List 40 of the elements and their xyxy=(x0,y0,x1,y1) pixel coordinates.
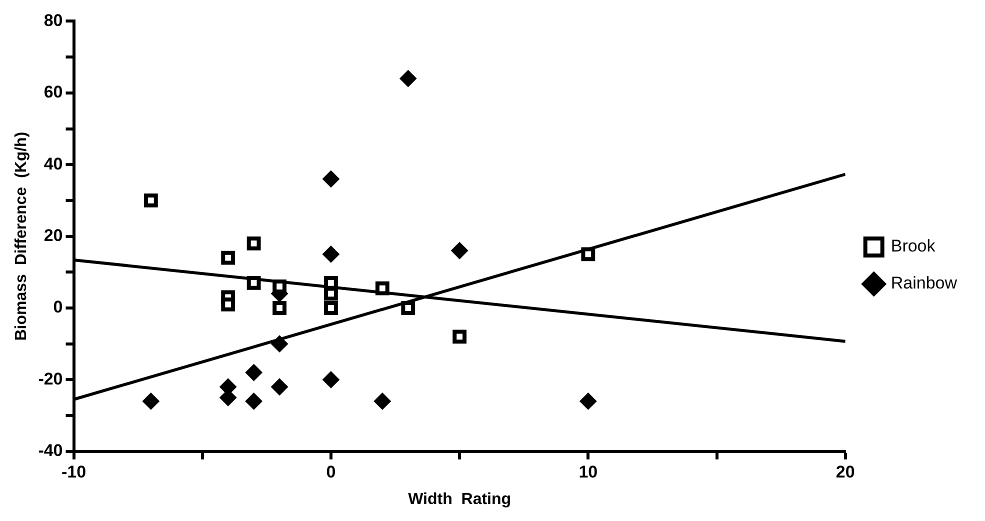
y-tick-label: -20 xyxy=(38,369,63,388)
y-tick-label: 40 xyxy=(44,154,63,174)
point xyxy=(221,297,236,312)
x-tick-label: -10 xyxy=(61,462,86,482)
x-tick-label: 10 xyxy=(578,462,598,482)
point xyxy=(322,170,340,188)
point xyxy=(400,70,417,88)
y-tick-label: 80 xyxy=(44,10,63,30)
y-tick-label: -40 xyxy=(38,441,63,460)
legend-label: Rainbow xyxy=(890,274,958,293)
point xyxy=(401,301,416,315)
y-tick-label: 60 xyxy=(44,82,63,102)
point xyxy=(452,330,467,344)
point xyxy=(324,286,338,301)
point xyxy=(581,247,596,262)
point xyxy=(221,250,236,265)
x-axis-title: Width Rating xyxy=(408,490,512,508)
y-tick-label: 0 xyxy=(53,298,63,317)
point xyxy=(246,236,261,250)
point xyxy=(245,392,262,410)
x-tick-label: 20 xyxy=(836,462,855,482)
x-tick-label: 0 xyxy=(326,462,336,482)
point xyxy=(272,301,286,315)
point xyxy=(322,246,340,263)
point xyxy=(271,378,288,396)
point xyxy=(374,392,391,410)
point xyxy=(144,194,158,208)
y-axis-title: Biomass Difference (Kg/h) xyxy=(13,132,30,341)
point xyxy=(142,392,160,410)
point xyxy=(580,392,597,410)
point xyxy=(451,242,468,260)
point xyxy=(322,371,340,388)
point xyxy=(246,276,261,290)
legend-label: Brook xyxy=(890,236,936,256)
point xyxy=(324,301,338,315)
point xyxy=(375,281,390,296)
y-tick-label: 20 xyxy=(44,226,63,245)
point xyxy=(272,280,286,294)
point xyxy=(245,364,262,382)
point xyxy=(271,335,288,352)
